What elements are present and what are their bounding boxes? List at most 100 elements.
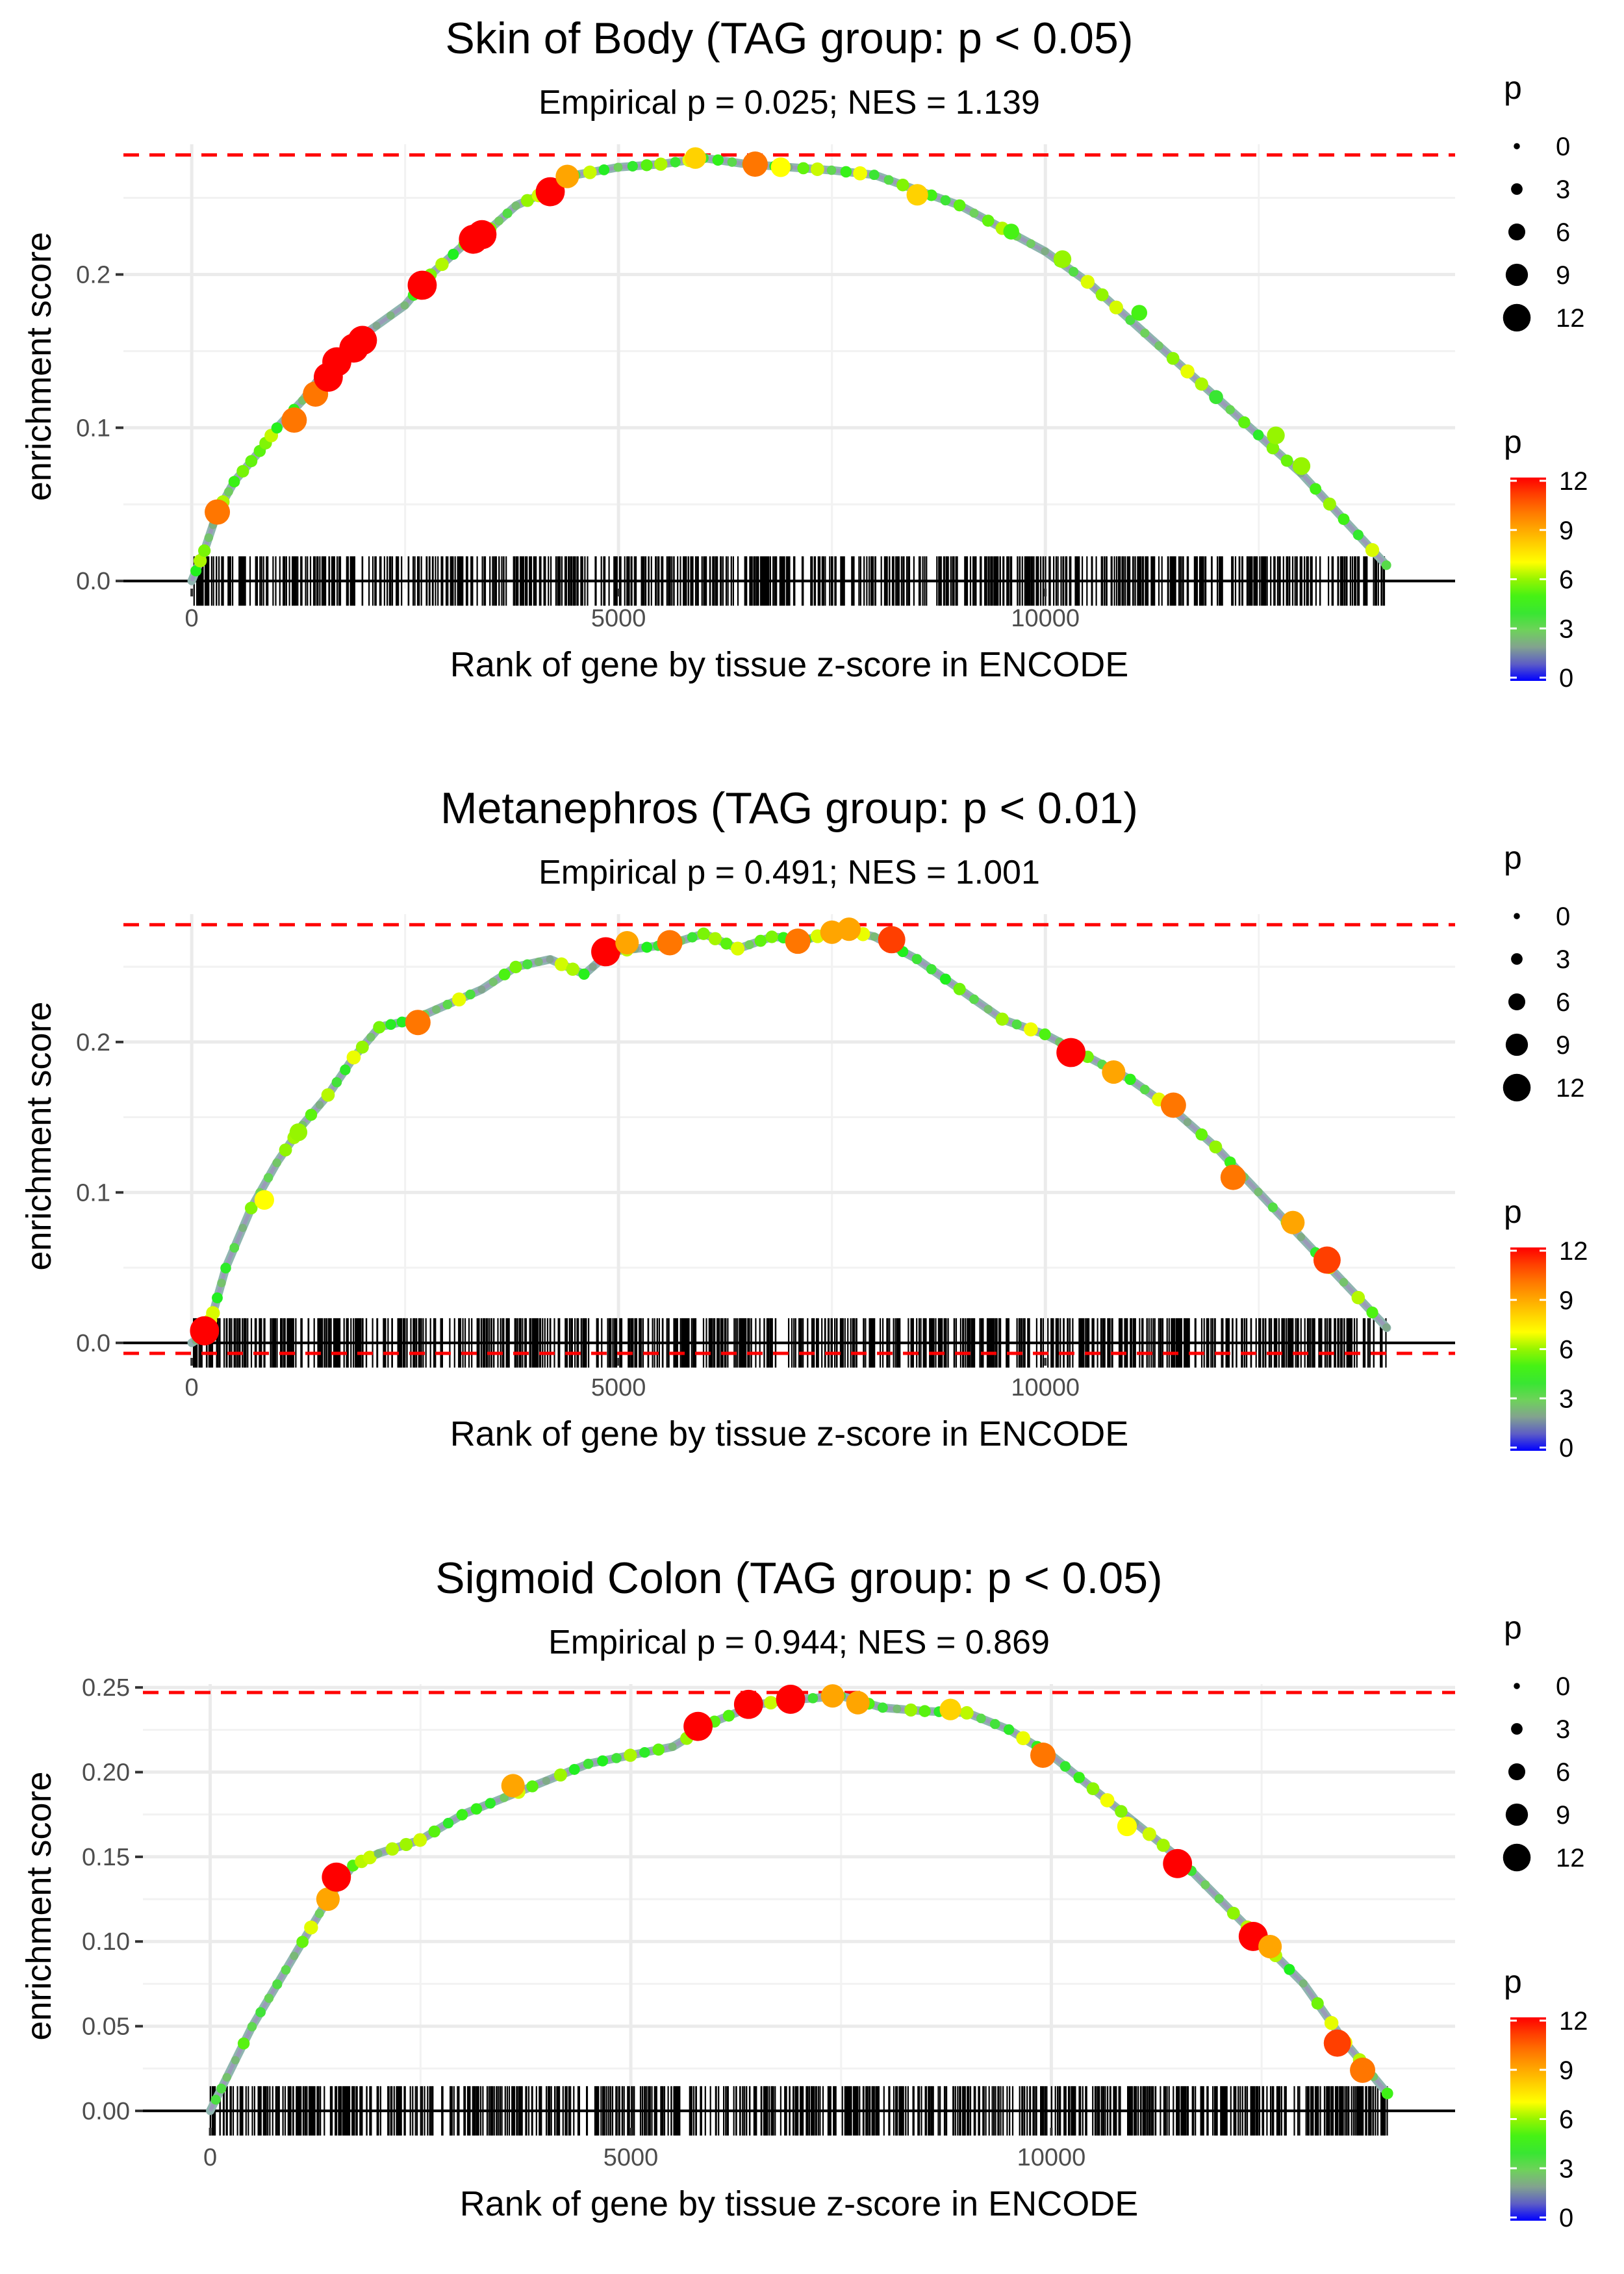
gene-point-small — [1115, 1805, 1128, 1818]
gene-point-small — [1254, 1188, 1263, 1197]
gene-point-small — [1351, 1290, 1365, 1305]
gene-point-small — [206, 1306, 220, 1320]
y-tick-label: 0.00 — [82, 2098, 130, 2125]
gene-point — [535, 177, 565, 207]
size-legend-dot — [1511, 953, 1523, 965]
gene-point-small — [1209, 1140, 1223, 1154]
gene-point-small — [321, 1088, 335, 1102]
x-tick-label: 10000 — [1011, 605, 1080, 632]
y-axis-label: enrichment score — [19, 232, 58, 501]
enrichment-curve — [208, 1694, 1389, 2112]
size-legend-dot — [1503, 1843, 1531, 1872]
gene-point-small — [296, 1935, 309, 1948]
gene-point-small — [372, 322, 381, 330]
gene-point-small — [641, 159, 653, 172]
gene-point — [1267, 426, 1285, 444]
gene-point-small — [919, 1705, 931, 1717]
gene-point-small — [797, 162, 810, 175]
size-legend-label: 3 — [1556, 1715, 1570, 1744]
gene-point-small — [546, 955, 554, 964]
gene-point-small — [940, 195, 951, 206]
gene-point — [348, 326, 377, 355]
gene-point-small — [431, 1005, 441, 1014]
color-legend-label: 9 — [1559, 2056, 1573, 2085]
enrichment-curve-halo — [206, 1691, 1392, 2115]
gene-point — [906, 184, 928, 206]
size-legend-label: 0 — [1556, 133, 1570, 161]
gene-point-small — [896, 178, 909, 192]
gene-point-small — [290, 1951, 299, 1960]
gene-point-small — [1100, 1793, 1115, 1808]
size-legend-label: 12 — [1556, 304, 1585, 333]
gene-point — [1209, 390, 1223, 404]
gene-point-small — [840, 166, 852, 178]
gene-point-small — [1311, 1997, 1324, 2010]
size-legend-label: 3 — [1556, 175, 1570, 204]
color-legend-label: 12 — [1559, 2007, 1588, 2036]
gene-point-small — [1267, 1202, 1278, 1212]
x-axis-label: Rank of gene by tissue z-score in ENCODE — [450, 645, 1128, 684]
gene-point-small — [346, 1050, 361, 1065]
panel-title: Skin of Body (TAG group: p < 0.05) — [446, 14, 1134, 63]
gene-point-small — [1339, 1277, 1349, 1287]
size-legend-dot — [1505, 1803, 1529, 1826]
y-axis-label: enrichment score — [19, 1771, 58, 2040]
gene-point-small — [826, 165, 837, 175]
gene-point-small — [730, 941, 745, 956]
gene-point-small — [869, 170, 880, 181]
color-legend-label: 9 — [1559, 517, 1573, 545]
gene-point-small — [1142, 1827, 1156, 1841]
gene-point-small — [697, 927, 710, 940]
gene-point-small — [281, 1965, 291, 1975]
gene-point-small — [231, 2056, 240, 2065]
gene-point-small — [477, 985, 486, 994]
gene-point — [776, 1685, 806, 1714]
gene-point-small — [1016, 1731, 1030, 1746]
gene-point-small — [396, 1016, 408, 1028]
x-tick-label: 0 — [185, 1374, 199, 1401]
x-tick-label: 0 — [203, 2144, 217, 2171]
gene-point — [1313, 1246, 1341, 1274]
gene-point — [1163, 1848, 1193, 1878]
gene-point-small — [502, 208, 513, 218]
color-legend-title: p — [1504, 424, 1522, 460]
color-legend-label: 3 — [1559, 615, 1573, 643]
gene-point-small — [373, 1021, 386, 1034]
panel-subtitle: Empirical p = 0.491; NES = 1.001 — [539, 854, 1040, 891]
gene-point-small — [807, 1693, 818, 1704]
gene-point-small — [509, 960, 522, 974]
x-axis-label: Rank of gene by tissue z-score in ENCODE — [460, 2184, 1138, 2223]
gene-point-small — [470, 1803, 483, 1815]
gene-point-small — [1297, 1233, 1306, 1242]
gene-point-small — [652, 1743, 665, 1756]
gene-point-small — [893, 1704, 902, 1713]
gene-point-small — [498, 968, 511, 980]
gene-point — [939, 1698, 961, 1720]
size-legend-label: 9 — [1556, 1031, 1570, 1060]
size-legend-title: p — [1504, 839, 1522, 876]
gene-point-small — [1109, 300, 1123, 314]
gene-point-small — [668, 1743, 677, 1752]
gene-point-small — [1166, 351, 1180, 365]
gene-point-small — [331, 1077, 342, 1088]
size-legend-dot — [1503, 303, 1531, 332]
gene-point — [322, 1862, 351, 1892]
gene-point-small — [1011, 1019, 1022, 1030]
gene-point-small — [554, 957, 568, 971]
gene-point-small — [435, 257, 449, 272]
gene-point-small — [568, 1763, 580, 1775]
gene-point-small — [1195, 1128, 1208, 1141]
gene-point-small — [1284, 1963, 1295, 1975]
gene-point-small — [263, 1173, 273, 1182]
gene-point — [555, 164, 579, 188]
gene-point — [742, 151, 768, 177]
gene-point-small — [1366, 1306, 1378, 1319]
gene-point-small — [720, 938, 733, 950]
gene-point-small — [1280, 454, 1293, 467]
gene-point — [289, 1123, 308, 1142]
size-legend-dot — [1514, 143, 1520, 149]
gene-point-small — [853, 166, 867, 181]
gene-point-small — [995, 1012, 1009, 1026]
gene-point-small — [198, 544, 211, 557]
gene-point-small — [1183, 1118, 1192, 1127]
